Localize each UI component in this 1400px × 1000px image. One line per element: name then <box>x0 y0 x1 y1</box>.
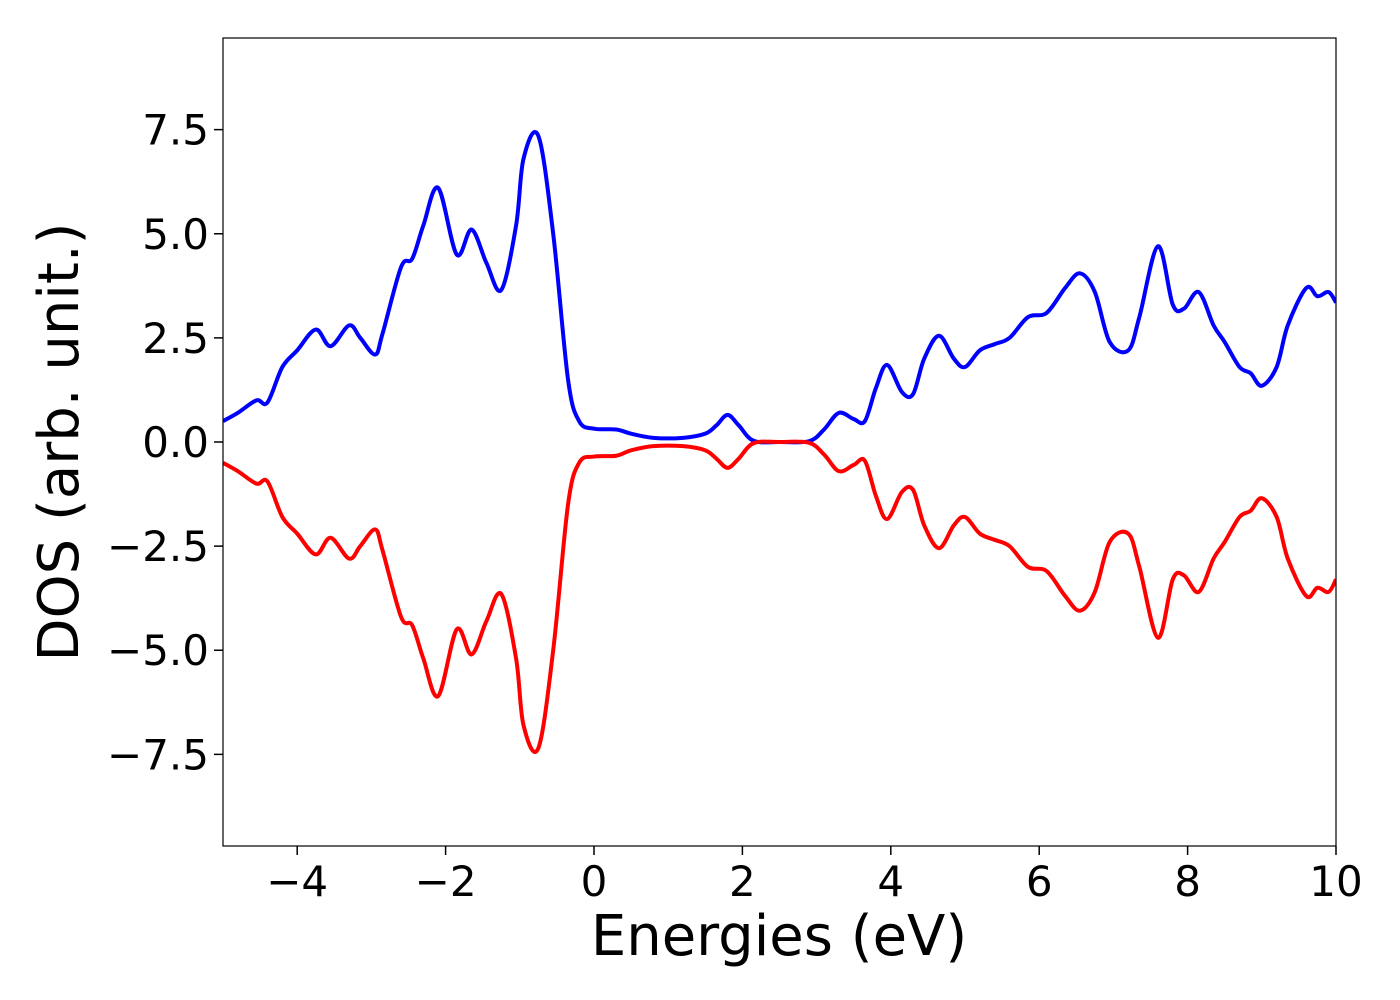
x-axis-ticks: −4 −2 0 2 4 6 8 10 <box>266 846 1363 906</box>
y-tick-label: −2.5 <box>107 522 209 571</box>
y-axis-ticks: 7.5 5.0 2.5 0.0 −2.5 −5.0 −7.5 <box>107 106 223 779</box>
y-tick-label: 2.5 <box>142 314 209 363</box>
x-tick-label: 6 <box>1026 857 1053 906</box>
x-tick-label: −4 <box>266 857 328 906</box>
series-line-2 <box>223 439 1336 754</box>
x-tick-label: 10 <box>1309 857 1362 906</box>
y-tick-label: 0.0 <box>142 418 209 467</box>
x-tick-label: 2 <box>729 857 756 906</box>
series-group <box>223 130 1336 754</box>
y-axis-label: DOS (arb. unit.) <box>27 222 92 661</box>
y-tick-label: −7.5 <box>107 730 209 779</box>
y-tick-label: −5.0 <box>107 626 209 675</box>
x-tick-label: 8 <box>1174 857 1201 906</box>
x-axis-label: Energies (eV) <box>591 904 967 969</box>
y-tick-label: 5.0 <box>142 210 209 259</box>
x-tick-label: 0 <box>581 857 608 906</box>
x-tick-label: −2 <box>415 857 477 906</box>
x-tick-label: 4 <box>877 857 904 906</box>
y-tick-label: 7.5 <box>142 106 209 155</box>
